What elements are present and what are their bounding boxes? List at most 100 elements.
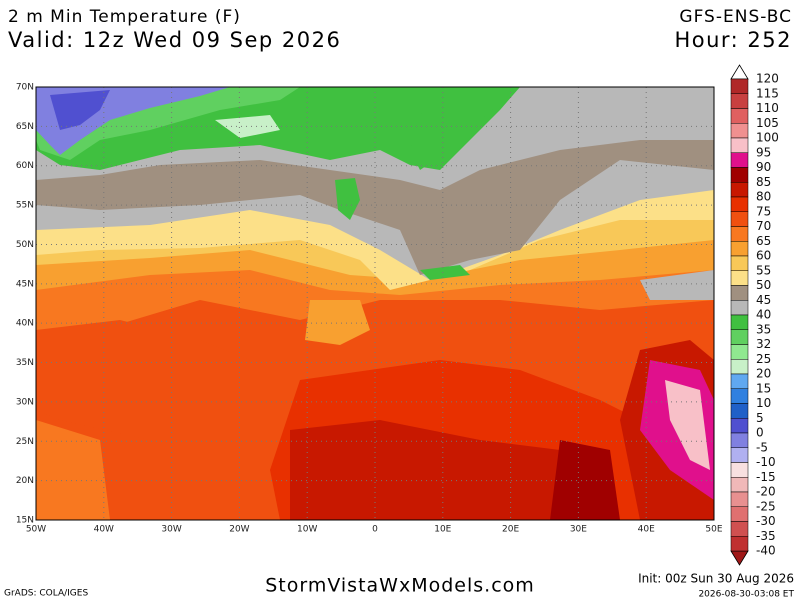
lon-label: 40E — [638, 525, 655, 535]
colorbar-swatch — [730, 137, 749, 153]
colorbar-swatch — [730, 491, 749, 507]
lon-label: 20E — [502, 525, 519, 535]
colorbar-label: 5 — [756, 411, 764, 425]
temperature-field — [36, 87, 714, 520]
lat-label: 40N — [16, 319, 34, 329]
map-title: 2 m Min Temperature (F) — [8, 7, 241, 27]
colorbar-label: -20 — [756, 485, 776, 499]
lat-label: 30N — [16, 397, 34, 407]
lat-label: 65N — [16, 122, 34, 132]
colorbar-label: 25 — [756, 352, 771, 366]
colorbar: 1201151101051009590858075706560555045403… — [730, 64, 779, 566]
colorbar-label: 115 — [756, 86, 779, 100]
colorbar-label: -30 — [756, 514, 776, 528]
colorbar-swatch — [730, 314, 749, 330]
colorbar-label: -35 — [756, 529, 776, 543]
colorbar-swatch — [730, 123, 749, 139]
colorbar-label: 110 — [756, 101, 779, 115]
colorbar-label: 65 — [756, 234, 771, 248]
colorbar-swatch — [730, 403, 749, 419]
colorbar-swatch — [730, 255, 749, 271]
lon-label: 40W — [94, 525, 114, 535]
colorbar-swatch — [730, 344, 749, 360]
lon-label: 10E — [434, 525, 451, 535]
colorbar-label: -25 — [756, 499, 776, 513]
colorbar-label: 55 — [756, 263, 771, 277]
colorbar-swatch — [730, 432, 749, 448]
site-name: StormVistaWxModels.com — [265, 575, 535, 597]
colorbar-label: -5 — [756, 440, 768, 454]
colorbar-swatch — [730, 196, 749, 212]
colorbar-label: 15 — [756, 381, 771, 395]
colorbar-swatch — [730, 152, 749, 168]
lon-label: 50W — [26, 525, 46, 535]
colorbar-swatch — [730, 285, 749, 301]
colorbar-label: -40 — [756, 544, 776, 558]
grads-credit: GrADS: COLA/IGES — [4, 589, 88, 599]
timestamp: 2026-08-30-03:08 ET — [698, 590, 794, 600]
map-frame — [35, 86, 715, 521]
lon-label: 10W — [297, 525, 317, 535]
colorbar-swatch — [730, 373, 749, 389]
colorbar-label: 50 — [756, 278, 771, 292]
colorbar-swatch — [730, 167, 749, 183]
lon-label: 20W — [229, 525, 249, 535]
colorbar-label: -10 — [756, 455, 776, 469]
lat-label: 25N — [16, 437, 34, 447]
colorbar-swatch — [730, 182, 749, 198]
colorbar-swatch — [730, 359, 749, 375]
lat-label: 55N — [16, 201, 34, 211]
colorbar-label: 60 — [756, 249, 771, 263]
lat-label: 70N — [16, 83, 34, 93]
colorbar-label: 0 — [756, 426, 764, 440]
lon-label: 30W — [161, 525, 181, 535]
colorbar-swatch — [730, 226, 749, 242]
colorbar-label: 20 — [756, 367, 771, 381]
colorbar-top-arrow — [730, 64, 749, 80]
colorbar-label: 35 — [756, 322, 771, 336]
colorbar-label: 100 — [756, 131, 779, 145]
colorbar-label: 105 — [756, 116, 779, 130]
colorbar-swatch — [730, 329, 749, 345]
init-time: Init: 00z Sun 30 Aug 2026 — [638, 572, 794, 586]
colorbar-swatch — [730, 108, 749, 124]
lat-label: 50N — [16, 240, 34, 250]
colorbar-label: 85 — [756, 175, 771, 189]
colorbar-swatch — [730, 521, 749, 537]
colorbar-label: -15 — [756, 470, 776, 484]
colorbar-swatch — [730, 462, 749, 478]
lat-label: 45N — [16, 279, 34, 289]
lon-label: 0 — [372, 525, 378, 535]
colorbar-label: 75 — [756, 204, 771, 218]
colorbar-label: 80 — [756, 190, 771, 204]
colorbar-swatch — [730, 211, 749, 227]
colorbar-label: 120 — [756, 72, 779, 86]
colorbar-swatch — [730, 418, 749, 434]
colorbar-swatch — [730, 506, 749, 522]
colorbar-swatch — [730, 93, 749, 109]
colorbar-swatch — [730, 270, 749, 286]
colorbar-label: 90 — [756, 160, 771, 174]
colorbar-label: 40 — [756, 308, 771, 322]
lat-label: 60N — [16, 161, 34, 171]
colorbar-swatch — [730, 241, 749, 257]
colorbar-label: 95 — [756, 145, 771, 159]
forecast-hour: Hour: 252 — [674, 28, 792, 52]
model-name: GFS-ENS-BC — [679, 7, 792, 27]
colorbar-swatch — [730, 477, 749, 493]
lat-label: 20N — [16, 476, 34, 486]
colorbar-swatch — [730, 300, 749, 316]
colorbar-swatch — [730, 78, 749, 94]
lat-label: 15N — [16, 516, 34, 526]
lon-label: 50E — [705, 525, 722, 535]
colorbar-bottom-arrow — [730, 550, 749, 566]
colorbar-label: 45 — [756, 293, 771, 307]
colorbar-label: 32 — [756, 337, 771, 351]
colorbar-swatch — [730, 536, 749, 552]
valid-time: Valid: 12z Wed 09 Sep 2026 — [8, 28, 341, 52]
colorbar-swatch — [730, 388, 749, 404]
colorbar-label: 70 — [756, 219, 771, 233]
lat-label: 35N — [16, 358, 34, 368]
